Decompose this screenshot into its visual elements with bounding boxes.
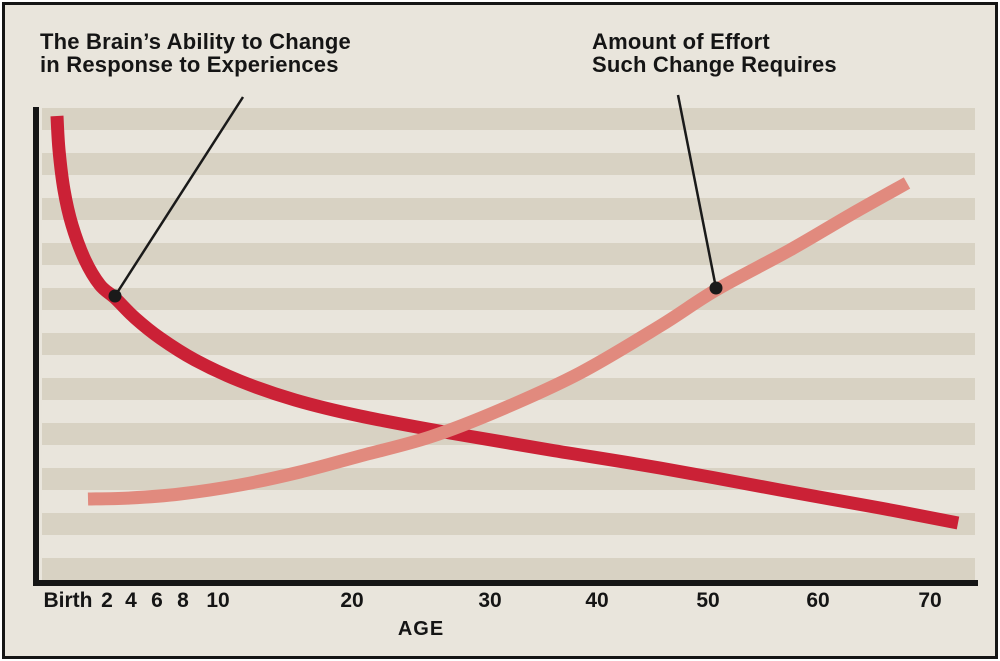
- x-axis: [33, 580, 978, 586]
- x-tick-10: 10: [206, 589, 230, 612]
- ability-callout-dot: [108, 289, 122, 303]
- x-tick-birth: Birth: [43, 589, 93, 612]
- x-tick-8: 8: [177, 589, 189, 612]
- effort-curve-label: Amount of Effort Such Change Requires: [592, 30, 837, 76]
- effort-callout-line: [676, 94, 718, 289]
- effort-curve-label-line1: Amount of Effort: [592, 29, 770, 54]
- x-axis-title: AGE: [397, 618, 445, 640]
- x-tick-40: 40: [585, 589, 609, 612]
- effort-callout-dot: [709, 281, 723, 295]
- x-tick-20: 20: [340, 589, 364, 612]
- y-axis: [33, 107, 39, 586]
- effort-curve: [87, 177, 911, 506]
- ability-curve-label-line1: The Brain’s Ability to Change: [40, 29, 351, 54]
- x-tick-60: 60: [806, 589, 830, 612]
- x-tick-50: 50: [696, 589, 720, 612]
- ability-curve: [50, 115, 960, 530]
- ability-curve-label-line2: in Response to Experiences: [40, 52, 339, 77]
- ability-callout-line: [113, 96, 245, 297]
- x-tick-6: 6: [151, 589, 163, 612]
- x-tick-2: 2: [101, 589, 113, 612]
- x-tick-4: 4: [125, 589, 137, 612]
- x-tick-70: 70: [918, 589, 942, 612]
- effort-curve-label-line2: Such Change Requires: [592, 52, 837, 77]
- ability-curve-label: The Brain’s Ability to Change in Respons…: [40, 30, 351, 76]
- x-tick-30: 30: [478, 589, 502, 612]
